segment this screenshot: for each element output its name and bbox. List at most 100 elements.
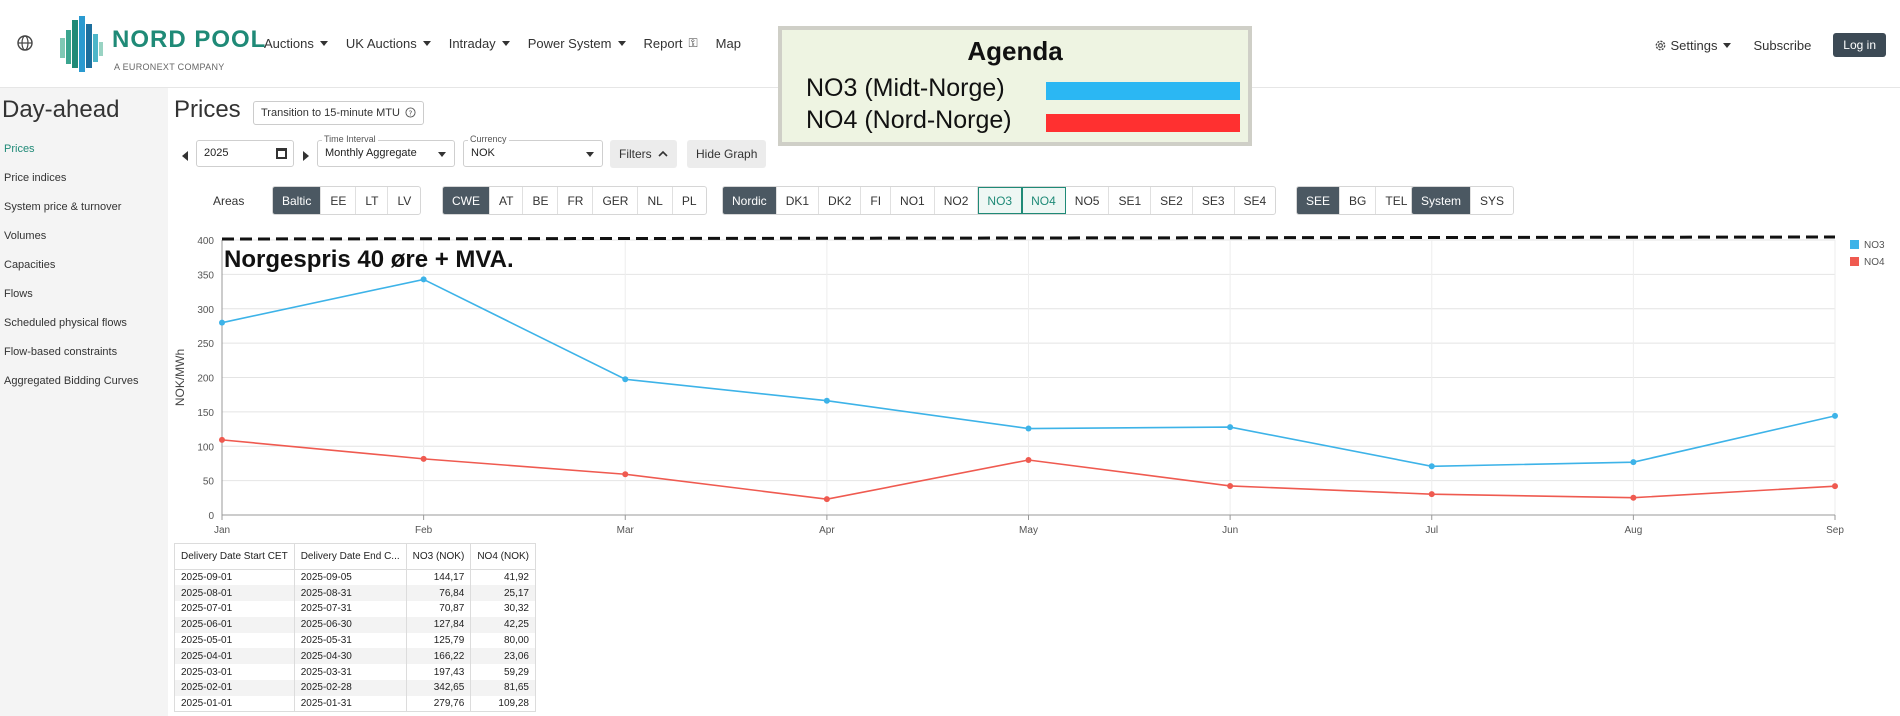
currency-select[interactable]: NOK xyxy=(463,140,603,167)
x-tick-label: Jun xyxy=(1222,525,1238,536)
sidebar-item-volumes[interactable]: Volumes xyxy=(4,230,47,242)
area-button-se1[interactable]: SE1 xyxy=(1109,187,1152,214)
area-group-see: SEE BG TEL xyxy=(1296,186,1418,215)
next-year-arrow-icon[interactable] xyxy=(303,151,309,161)
nav-item-map[interactable]: Map xyxy=(716,36,741,51)
main-menu: Auctions UK Auctions Intraday Power System R… xyxy=(264,36,759,51)
area-button-no4[interactable]: NO4 xyxy=(1022,187,1066,214)
area-button-be[interactable]: BE xyxy=(523,187,559,214)
year-field[interactable]: 2025 xyxy=(196,140,294,167)
agenda-label-no4: NO4 (Nord-Norge) xyxy=(806,106,1012,134)
legend-label-no4[interactable]: NO4 xyxy=(1864,257,1885,268)
sidebar-item-prices[interactable]: Prices xyxy=(4,143,35,155)
data-point-no4[interactable] xyxy=(1832,483,1838,490)
sidebar-item-flow-based-constraints[interactable]: Flow-based constraints xyxy=(4,346,118,358)
data-point-no3[interactable] xyxy=(1227,424,1234,431)
area-button-no1[interactable]: NO1 xyxy=(891,187,935,214)
sidebar-item-scheduled-physical-flows[interactable]: Scheduled physical flows xyxy=(4,317,127,329)
area-button-see[interactable]: SEE xyxy=(1297,187,1341,214)
data-point-no4[interactable] xyxy=(823,496,830,503)
area-button-no3[interactable]: NO3 xyxy=(978,187,1023,214)
table-header-cell[interactable]: NO4 (NOK) xyxy=(470,543,536,570)
table-header-cell[interactable]: Delivery Date Start CET xyxy=(174,543,295,570)
time-interval-select[interactable]: Monthly Aggregate xyxy=(317,140,455,167)
area-button-pl[interactable]: PL xyxy=(681,194,697,208)
table-row: 2025-04-01 2025-04-30 166,22 23,06 xyxy=(174,648,536,665)
data-point-no4[interactable] xyxy=(219,436,225,443)
login-button[interactable]: Log in xyxy=(1833,33,1886,57)
table-cell: 2025-09-05 xyxy=(293,569,407,586)
subscribe-link[interactable]: Subscribe xyxy=(1753,37,1812,53)
data-point-no4[interactable] xyxy=(622,471,629,478)
area-button-fi[interactable]: FI xyxy=(861,187,892,214)
nav-item-uk-auctions[interactable]: UK Auctions xyxy=(346,36,431,51)
agenda-legend-box: Agenda NO3 (Midt-Norge) NO4 (Nord-Norge) xyxy=(778,26,1252,146)
area-button-ger[interactable]: GER xyxy=(593,187,639,214)
legend-swatch-no3[interactable] xyxy=(1850,240,1859,249)
sidebar-item-capacities[interactable]: Capacities xyxy=(4,259,56,271)
table-cell: 2025-07-31 xyxy=(293,601,407,617)
table-cell: 76,84 xyxy=(405,585,472,602)
data-point-no4[interactable] xyxy=(1428,491,1435,498)
previous-year-arrow-icon[interactable] xyxy=(182,151,188,161)
data-point-no3[interactable] xyxy=(622,376,629,383)
agenda-swatch-no3 xyxy=(1046,82,1240,100)
nav-item-power-system[interactable]: Power System xyxy=(528,36,626,51)
area-button-nordic[interactable]: Nordic xyxy=(723,187,777,214)
globe-icon[interactable] xyxy=(16,34,34,52)
area-button-lt[interactable]: LT xyxy=(356,187,389,214)
data-point-no3[interactable] xyxy=(219,319,225,326)
area-button-no2[interactable]: NO2 xyxy=(935,187,979,214)
area-button-fr[interactable]: FR xyxy=(558,187,594,214)
nav-item-intraday[interactable]: Intraday xyxy=(449,36,510,51)
data-point-no4[interactable] xyxy=(1227,482,1234,489)
area-button-bg[interactable]: BG xyxy=(1340,187,1377,214)
sidebar-item-flows[interactable]: Flows xyxy=(4,288,33,300)
nav-item-report[interactable]: Report ⚿ xyxy=(644,36,698,51)
data-point-no4[interactable] xyxy=(1025,457,1032,463)
table-cell: 2025-09-01 xyxy=(174,569,295,586)
data-point-no3[interactable] xyxy=(1428,463,1435,470)
y-tick-label: 250 xyxy=(197,339,214,350)
nord-pool-logo[interactable]: NORD POOL A EURONEXT COMPANY xyxy=(58,16,265,74)
area-button-system[interactable]: System xyxy=(1412,187,1472,214)
area-button-tel[interactable]: TEL xyxy=(1385,194,1408,208)
area-button-nl[interactable]: NL xyxy=(638,187,673,214)
area-button-no5[interactable]: NO5 xyxy=(1066,187,1110,214)
area-button-at[interactable]: AT xyxy=(490,187,524,214)
legend-swatch-no4[interactable] xyxy=(1850,257,1859,266)
sidebar-item-aggregated-bidding-curves[interactable]: Aggregated Bidding Curves xyxy=(4,375,139,387)
data-point-no3[interactable] xyxy=(1630,459,1637,466)
table-header-cell[interactable]: NO3 (NOK) xyxy=(405,543,472,570)
settings-menu[interactable]: Settings xyxy=(1654,38,1732,53)
area-button-se2[interactable]: SE2 xyxy=(1151,187,1193,214)
filters-button[interactable]: Filters xyxy=(610,140,678,168)
area-button-sys[interactable]: SYS xyxy=(1480,194,1505,208)
data-point-no3[interactable] xyxy=(823,397,830,404)
area-button-baltic[interactable]: Baltic xyxy=(273,187,322,214)
area-group-system: System SYS xyxy=(1411,186,1515,215)
area-button-cwe[interactable]: CWE xyxy=(443,187,490,214)
data-point-no3[interactable] xyxy=(1832,412,1838,419)
area-button-lv[interactable]: LV xyxy=(397,194,412,208)
area-button-dk1[interactable]: DK1 xyxy=(777,187,820,214)
sidebar-item-price-indices[interactable]: Price indices xyxy=(4,172,67,184)
price-table: Delivery Date Start CET Delivery Date End… xyxy=(174,543,536,713)
area-button-dk2[interactable]: DK2 xyxy=(819,187,862,214)
nav-item-auctions[interactable]: Auctions xyxy=(264,36,328,51)
legend-label-no3[interactable]: NO3 xyxy=(1864,240,1885,251)
data-point-no3[interactable] xyxy=(420,276,427,283)
y-tick-label: 50 xyxy=(203,477,215,488)
mtu-transition-button[interactable]: Transition to 15-minute MTU ? xyxy=(253,101,425,125)
area-button-se3[interactable]: SE3 xyxy=(1193,187,1235,214)
data-point-no4[interactable] xyxy=(420,455,427,462)
chevron-down-icon xyxy=(422,41,431,46)
data-point-no3[interactable] xyxy=(1025,425,1032,432)
hide-graph-button[interactable]: Hide Graph xyxy=(687,140,767,168)
area-button-se4[interactable]: SE4 xyxy=(1243,194,1267,208)
table-header-cell[interactable]: Delivery Date End C... xyxy=(293,543,407,570)
area-button-ee[interactable]: EE xyxy=(321,187,357,214)
sidebar-item-system-price-turnover[interactable]: System price & turnover xyxy=(4,201,122,213)
table-cell: 2025-01-31 xyxy=(293,695,407,713)
data-point-no4[interactable] xyxy=(1630,494,1637,501)
